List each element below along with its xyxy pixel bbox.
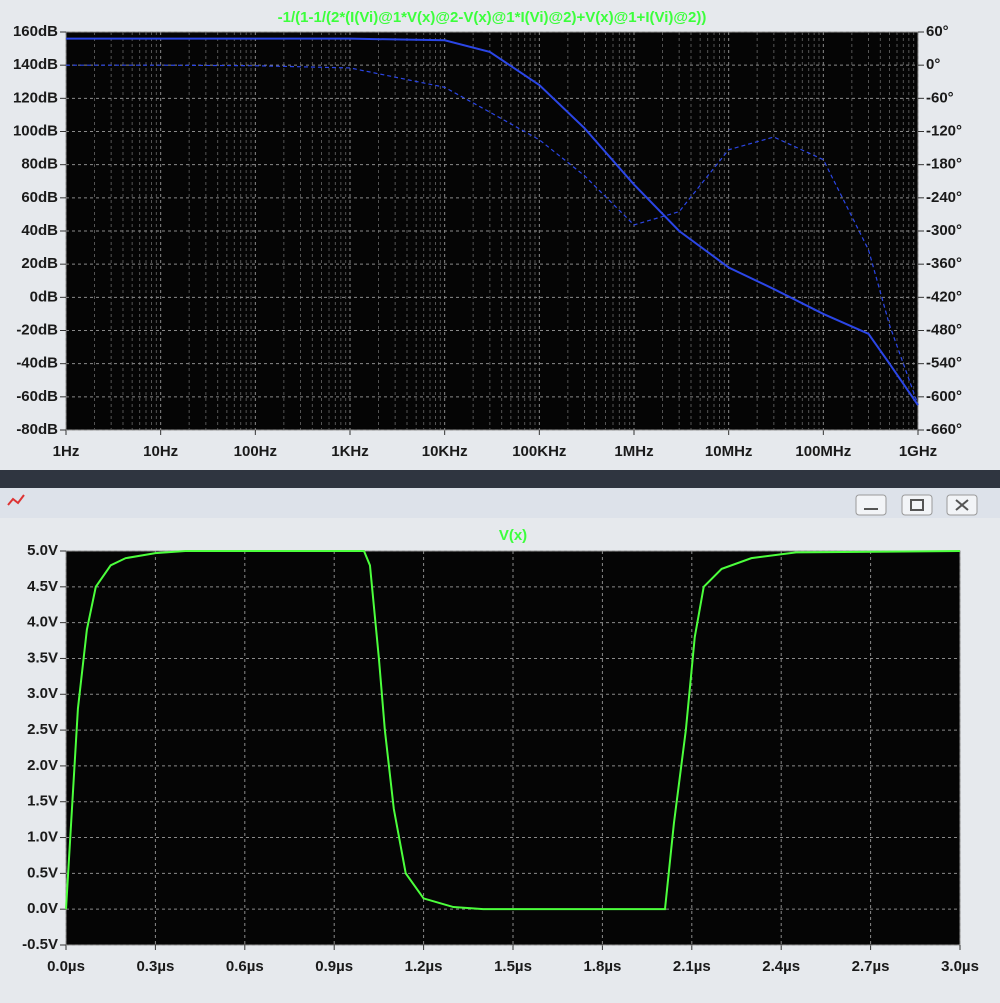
x-tick-label: 2.1µs	[673, 958, 711, 975]
x-tick-label: 1MHz	[614, 443, 653, 460]
x-tick-label: 2.4µs	[762, 958, 800, 975]
y-tick-label: 1.0V	[27, 829, 58, 846]
y-tick-label: 5.0V	[27, 542, 58, 559]
x-tick-label: 0.0µs	[47, 958, 85, 975]
plot-area	[65, 550, 961, 946]
x-tick-label: 3.0µs	[941, 958, 979, 975]
series-line	[65, 550, 961, 911]
chart-title: -1/(1-1/(2*(I(Vi)@1*V(x)@2-V(x)@1*I(Vi)@…	[278, 9, 707, 26]
y-tick-label: 120dB	[13, 89, 58, 106]
y-tick-label: 40dB	[21, 222, 58, 239]
y-tick-label: 140dB	[13, 56, 58, 73]
x-tick-label: 1KHz	[331, 443, 369, 460]
y2-tick-label: 0°	[926, 56, 940, 73]
y-tick-label: 2.5V	[27, 721, 58, 738]
y2-tick-label: -180°	[926, 156, 962, 173]
y-tick-label: -80dB	[16, 421, 58, 438]
window-icon	[7, 494, 25, 506]
x-tick-label: 100KHz	[512, 443, 566, 460]
chart-title: V(x)	[499, 527, 527, 544]
y-tick-label: 2.0V	[27, 757, 58, 774]
x-tick-label: 0.9µs	[315, 958, 353, 975]
x-tick-label: 1.2µs	[405, 958, 443, 975]
window-title-bar	[0, 488, 1000, 518]
y-tick-label: 1.5V	[27, 793, 58, 810]
x-tick-label: 10KHz	[422, 443, 468, 460]
y-tick-label: 4.0V	[27, 614, 58, 631]
y2-tick-label: -540°	[926, 355, 962, 372]
y2-tick-label: -480°	[926, 321, 962, 338]
minimize-button[interactable]	[855, 494, 887, 516]
separator	[0, 470, 1000, 490]
y-tick-label: 4.5V	[27, 578, 58, 595]
y-tick-label: -20dB	[16, 321, 58, 338]
y-tick-label: 80dB	[21, 156, 58, 173]
x-tick-label: 1Hz	[53, 443, 80, 460]
y-tick-label: 3.0V	[27, 685, 58, 702]
y2-tick-label: -360°	[926, 255, 962, 272]
x-tick-label: 10Hz	[143, 443, 178, 460]
series-line	[66, 64, 919, 405]
y2-tick-label: -60°	[926, 89, 954, 106]
x-tick-label: 2.7µs	[852, 958, 890, 975]
x-tick-label: 1GHz	[899, 443, 937, 460]
y2-tick-label: -660°	[926, 421, 962, 438]
series-line	[66, 37, 919, 406]
y-tick-label: 100dB	[13, 122, 58, 139]
maximize-button[interactable]	[901, 494, 933, 516]
y2-tick-label: -300°	[926, 222, 962, 239]
y-tick-label: 160dB	[13, 23, 58, 40]
x-tick-label: 1.8µs	[583, 958, 621, 975]
close-icon	[955, 499, 969, 511]
y2-tick-label: -240°	[926, 189, 962, 206]
y2-tick-label: 60°	[926, 23, 949, 40]
y-tick-label: 0.5V	[27, 864, 58, 881]
y-tick-label: 3.5V	[27, 649, 58, 666]
y-tick-label: 20dB	[21, 255, 58, 272]
y2-tick-label: -120°	[926, 122, 962, 139]
y-tick-label: -60dB	[16, 388, 58, 405]
y-tick-label: 60dB	[21, 189, 58, 206]
x-tick-label: 0.6µs	[226, 958, 264, 975]
x-tick-label: 100MHz	[795, 443, 851, 460]
x-tick-label: 1.5µs	[494, 958, 532, 975]
y-tick-label: 0dB	[30, 288, 59, 305]
y-tick-label: 0.0V	[27, 900, 58, 917]
x-tick-label: 10MHz	[705, 443, 753, 460]
y-tick-label: -40dB	[16, 355, 58, 372]
y2-tick-label: -600°	[926, 388, 962, 405]
maximize-icon	[910, 499, 924, 511]
x-tick-label: 100Hz	[234, 443, 277, 460]
x-tick-label: 0.3µs	[136, 958, 174, 975]
y-tick-label: -0.5V	[22, 936, 58, 953]
y2-tick-label: -420°	[926, 288, 962, 305]
